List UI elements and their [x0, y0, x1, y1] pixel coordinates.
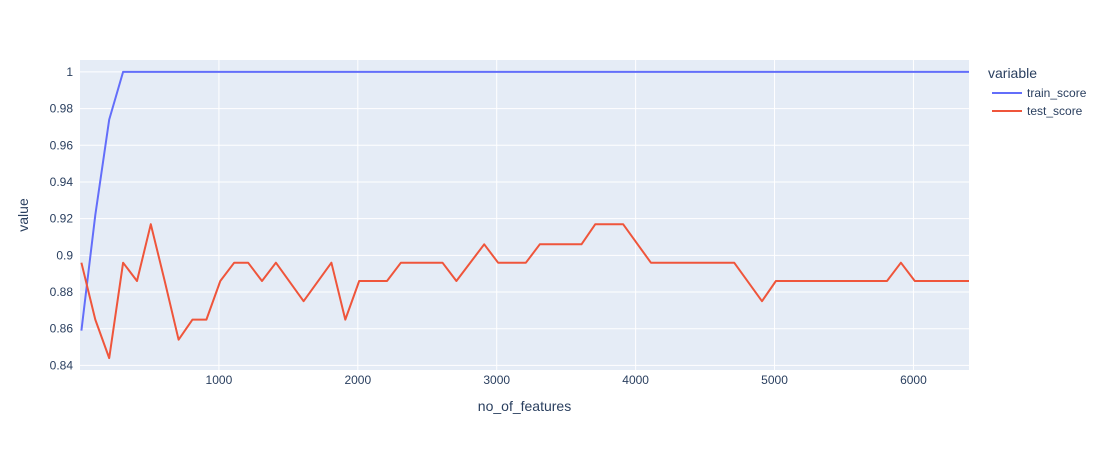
- x-tick-label: 3000: [483, 373, 510, 387]
- y-tick-label: 0.98: [50, 102, 74, 116]
- series-line-test-score: [80, 223, 969, 360]
- y-tick-label: 0.86: [50, 322, 74, 336]
- y-axis-title: value: [15, 198, 31, 232]
- y-tick-label: 0.9: [56, 248, 73, 262]
- y-axis-ticks: 0.84 0.86 0.88 0.9 0.92 0.94 0.96 0.98 1: [50, 65, 74, 372]
- gridlines: [80, 60, 969, 370]
- x-tick-label: 6000: [900, 373, 927, 387]
- y-tick-label: 0.88: [50, 285, 74, 299]
- plot-background: [80, 60, 969, 370]
- legend-items: train_score test_score: [992, 86, 1087, 118]
- y-tick-label: 0.96: [50, 138, 74, 152]
- legend-title: variable: [988, 65, 1037, 81]
- x-axis-title: no_of_features: [478, 398, 571, 414]
- x-tick-label: 1000: [206, 373, 233, 387]
- y-tick-label: 0.94: [50, 175, 74, 189]
- x-axis-ticks: 1000 2000 3000 4000 5000 6000: [206, 373, 928, 387]
- x-tick-label: 4000: [622, 373, 649, 387]
- x-tick-label: 5000: [761, 373, 788, 387]
- series-line-train-score: [80, 70, 969, 331]
- y-tick-label: 0.92: [50, 212, 74, 226]
- y-tick-label: 1: [66, 65, 73, 79]
- x-tick-label: 2000: [344, 373, 371, 387]
- legend: variable train_score test_score: [988, 65, 1087, 118]
- y-tick-label: 0.84: [50, 358, 74, 372]
- legend-label: train_score: [1027, 86, 1087, 100]
- series-layer: [80, 70, 969, 360]
- legend-label: test_score: [1027, 104, 1083, 118]
